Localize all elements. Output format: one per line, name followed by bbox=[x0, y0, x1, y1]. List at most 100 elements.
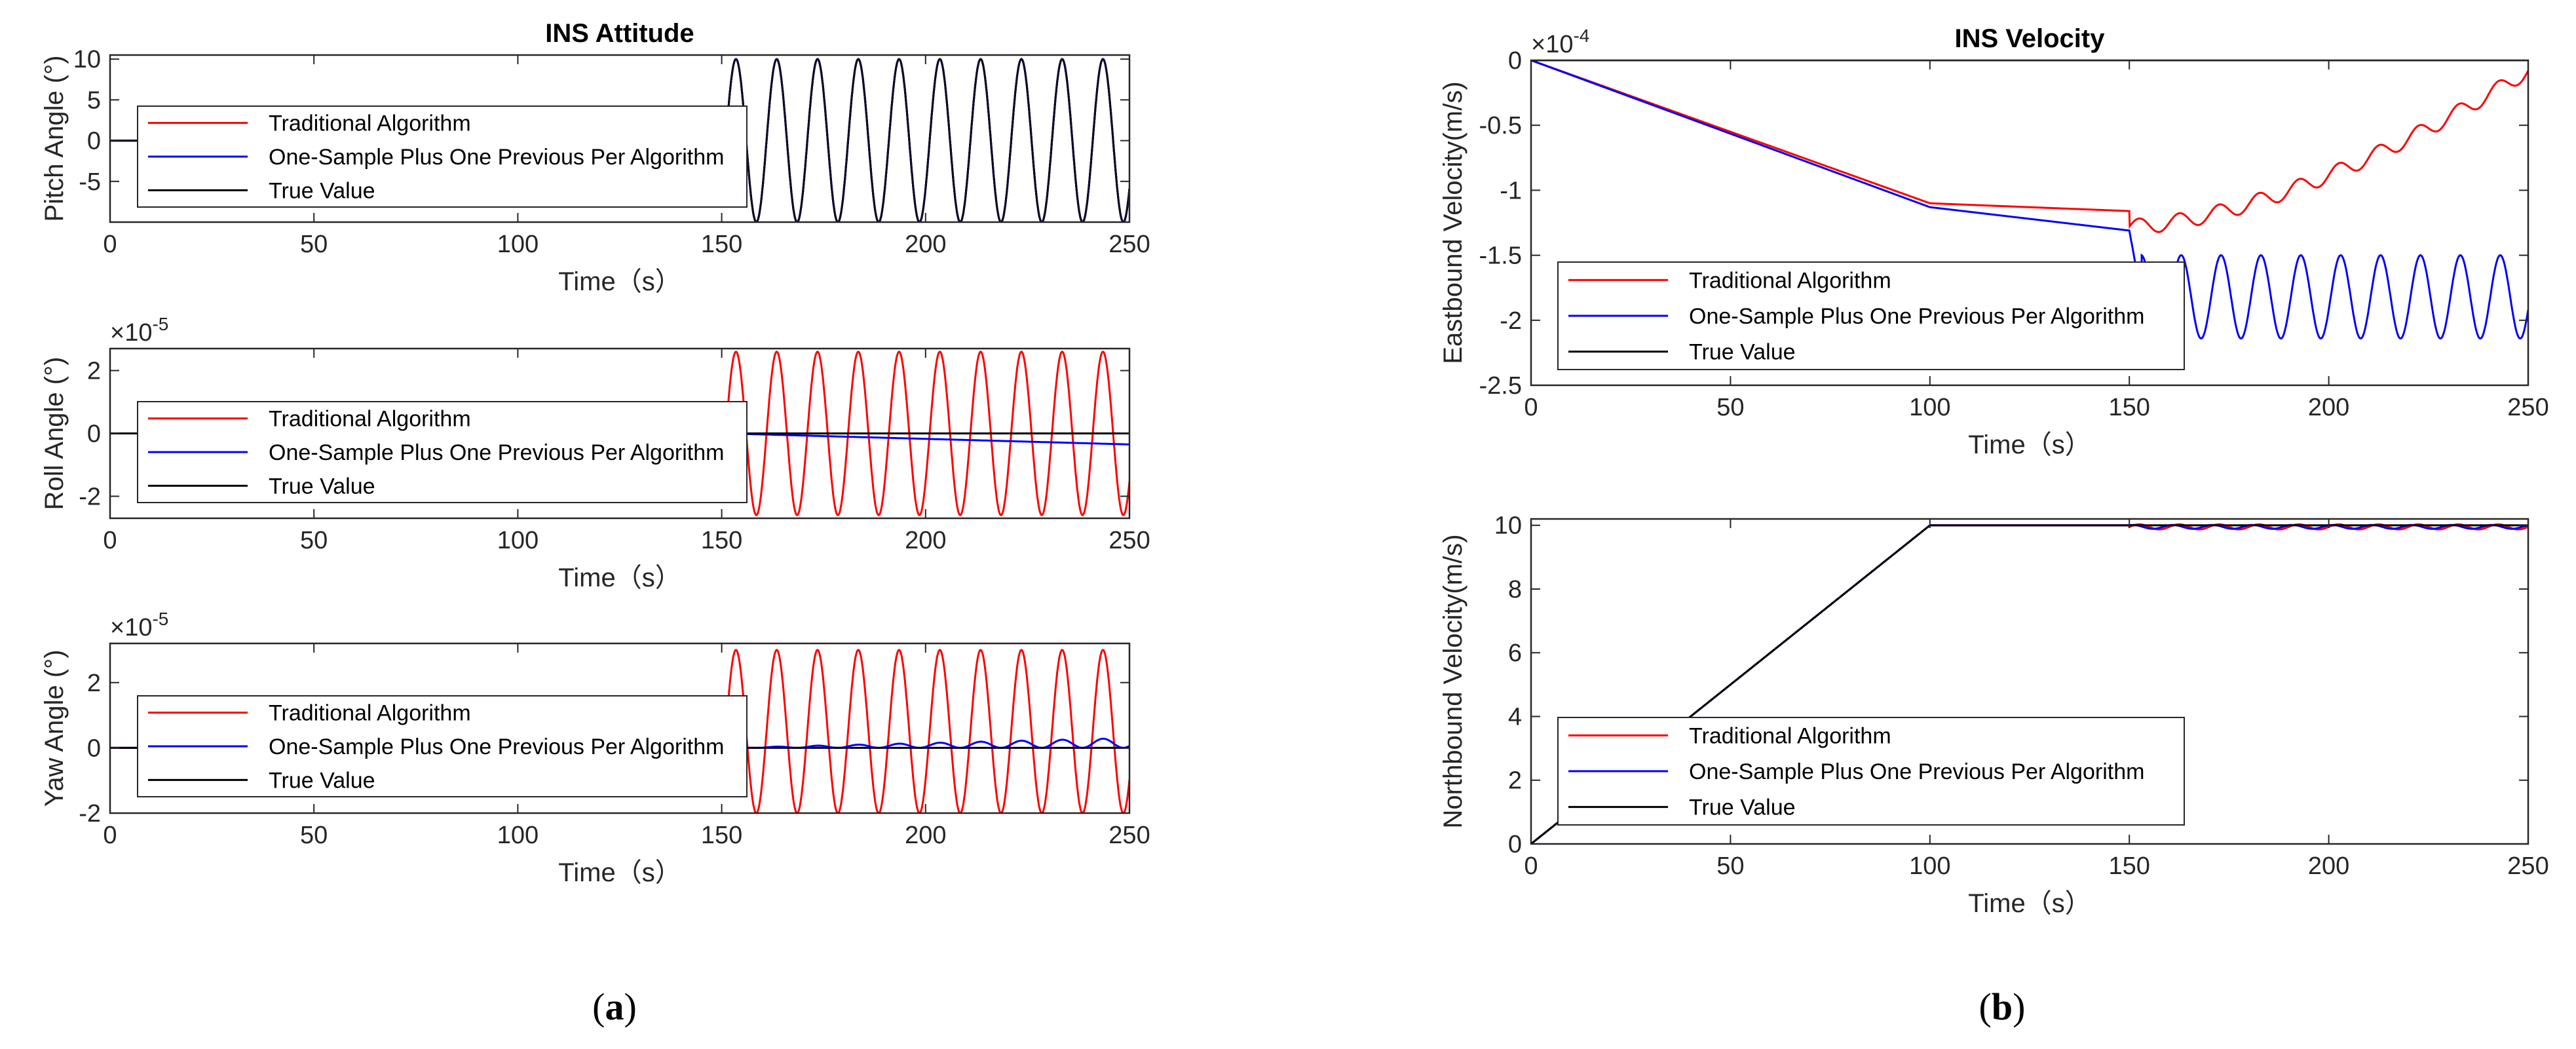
x-tick-label: 100 bbox=[1909, 394, 1950, 421]
legend: Traditional Algorithm One-Sample Plus One… bbox=[137, 401, 748, 503]
legend-label: One-Sample Plus One Previous Per Algorit… bbox=[269, 734, 724, 759]
x-tick-label: 50 bbox=[300, 231, 328, 258]
y-tick-label: 0 bbox=[87, 734, 101, 762]
y-tick-label: 2 bbox=[87, 670, 101, 697]
legend: Traditional Algorithm One-Sample Plus One… bbox=[1557, 717, 2185, 826]
legend-label: One-Sample Plus One Previous Per Algorit… bbox=[269, 145, 724, 170]
x-tick-label: 0 bbox=[1524, 852, 1538, 880]
caption-b: (b) bbox=[1979, 985, 2026, 1028]
axes-frame bbox=[109, 54, 1131, 223]
x-tick-label: 150 bbox=[701, 231, 742, 258]
axis-exponent-power: -4 bbox=[1573, 26, 1589, 46]
series-line-3 bbox=[1531, 524, 2528, 844]
y-tick-label: -1.5 bbox=[1479, 242, 1522, 270]
series-line-1 bbox=[1531, 60, 2528, 233]
y-tick-label: -2 bbox=[79, 800, 101, 828]
x-tick-label: 50 bbox=[1716, 394, 1744, 421]
x-tick-label: 50 bbox=[1716, 852, 1744, 880]
x-axis-label: Time（s） bbox=[1968, 430, 2091, 459]
x-tick-label: 250 bbox=[2507, 394, 2548, 421]
x-tick-label: 250 bbox=[1108, 527, 1150, 554]
x-axis-label: Time（s） bbox=[558, 563, 681, 592]
series-line-2 bbox=[1531, 60, 2528, 340]
y-tick-label: -0.5 bbox=[1479, 112, 1522, 140]
y-tick-label: 0 bbox=[1508, 831, 1522, 858]
axis-exponent: ×10-5 bbox=[110, 314, 168, 347]
x-tick-label: 0 bbox=[103, 231, 117, 258]
x-tick-label: 250 bbox=[1108, 822, 1150, 849]
legend-label: True Value bbox=[269, 474, 375, 499]
x-tick-label: 150 bbox=[2108, 852, 2150, 880]
y-tick-label: 2 bbox=[1508, 767, 1522, 795]
x-tick-label: 100 bbox=[497, 527, 539, 554]
legend-label: True Value bbox=[269, 178, 375, 203]
legend: Traditional Algorithm One-Sample Plus One… bbox=[137, 105, 748, 208]
legend-label: One-Sample Plus One Previous Per Algorit… bbox=[269, 440, 724, 465]
x-axis-label: Time（s） bbox=[558, 858, 681, 887]
series-group bbox=[1531, 523, 2528, 844]
x-tick-label: 150 bbox=[2108, 394, 2150, 421]
x-tick-label: 200 bbox=[2308, 394, 2349, 421]
legend: Traditional Algorithm One-Sample Plus One… bbox=[137, 695, 748, 797]
x-tick-label: 250 bbox=[1108, 231, 1150, 258]
y-tick-label: 4 bbox=[1508, 703, 1522, 731]
y-tick-label: 8 bbox=[1508, 576, 1522, 603]
series-group bbox=[1531, 60, 2528, 340]
chart-east: 0 50 100 150 200 250 -2.5 -2 -1.5 -1 -0.5 0 ×10-4 INS… bbox=[1439, 24, 2549, 459]
x-tick-label: 100 bbox=[497, 231, 539, 258]
y-tick-label: -2.5 bbox=[1479, 372, 1522, 400]
legend-label: One-Sample Plus One Previous Per Algorit… bbox=[1689, 759, 2144, 784]
y-axis-label: Roll Angle (°) bbox=[40, 357, 69, 510]
axes-frame bbox=[109, 642, 1131, 814]
y-tick-label: 0 bbox=[87, 128, 101, 155]
y-axis-label: Eastbound Velocity(m/s) bbox=[1439, 81, 1468, 364]
x-axis-label: Time（s） bbox=[1968, 889, 2091, 918]
caption-a: (a) bbox=[592, 985, 637, 1028]
x-tick-label: 50 bbox=[300, 527, 328, 554]
axes-frame bbox=[1530, 518, 2529, 845]
axis-exponent: ×10-4 bbox=[1531, 26, 1589, 58]
chart-pitch: 0 50 100 150 200 250 -5 0 5 10 INS Attitude Time（s）… bbox=[40, 19, 1150, 296]
legend: Traditional Algorithm One-Sample Plus One… bbox=[1557, 261, 2185, 370]
axis-exponent-power: -5 bbox=[152, 609, 168, 629]
y-tick-label: 0 bbox=[87, 421, 101, 448]
x-tick-label: 0 bbox=[103, 822, 117, 849]
x-tick-label: 200 bbox=[905, 822, 946, 849]
x-tick-label: 50 bbox=[300, 822, 328, 849]
legend-label: Traditional Algorithm bbox=[269, 701, 471, 726]
x-tick-label: 250 bbox=[2507, 852, 2548, 880]
x-tick-label: 100 bbox=[497, 822, 539, 849]
x-axis-label: Time（s） bbox=[558, 267, 681, 296]
y-tick-label: -2 bbox=[1500, 307, 1522, 335]
x-tick-label: 100 bbox=[1909, 852, 1950, 880]
axis-exponent-power: -5 bbox=[152, 314, 168, 334]
x-tick-label: 200 bbox=[905, 527, 946, 554]
x-tick-label: 0 bbox=[1524, 394, 1538, 421]
legend-label: Traditional Algorithm bbox=[269, 111, 471, 136]
chart-title: INS Attitude bbox=[545, 19, 694, 48]
y-tick-label: 2 bbox=[87, 358, 101, 385]
y-tick-label: 10 bbox=[1494, 512, 1522, 540]
legend-label: Traditional Algorithm bbox=[1689, 268, 1891, 293]
y-tick-label: -1 bbox=[1500, 177, 1522, 204]
chart-north: 0 50 100 150 200 250 0 2 4 6 8 10 Time（s） Northbound … bbox=[1439, 512, 2549, 918]
y-tick-label: 6 bbox=[1508, 639, 1522, 667]
legend-label: True Value bbox=[1689, 340, 1796, 365]
x-tick-label: 0 bbox=[103, 527, 117, 554]
y-tick-label: -2 bbox=[79, 483, 101, 510]
y-axis-label: Yaw Angle (°) bbox=[40, 650, 69, 807]
y-axis-label: Northbound Velocity(m/s) bbox=[1439, 534, 1468, 828]
y-axis-label: Pitch Angle (°) bbox=[40, 56, 69, 222]
legend-label: Traditional Algorithm bbox=[1689, 723, 1891, 748]
x-tick-label: 150 bbox=[701, 527, 742, 554]
y-tick-label: 0 bbox=[1508, 47, 1522, 75]
legend-label: True Value bbox=[1689, 795, 1796, 820]
y-tick-label: 10 bbox=[73, 46, 101, 73]
legend-label: Traditional Algorithm bbox=[269, 407, 471, 432]
y-tick-label: 5 bbox=[87, 86, 101, 114]
x-tick-label: 200 bbox=[2308, 852, 2349, 880]
